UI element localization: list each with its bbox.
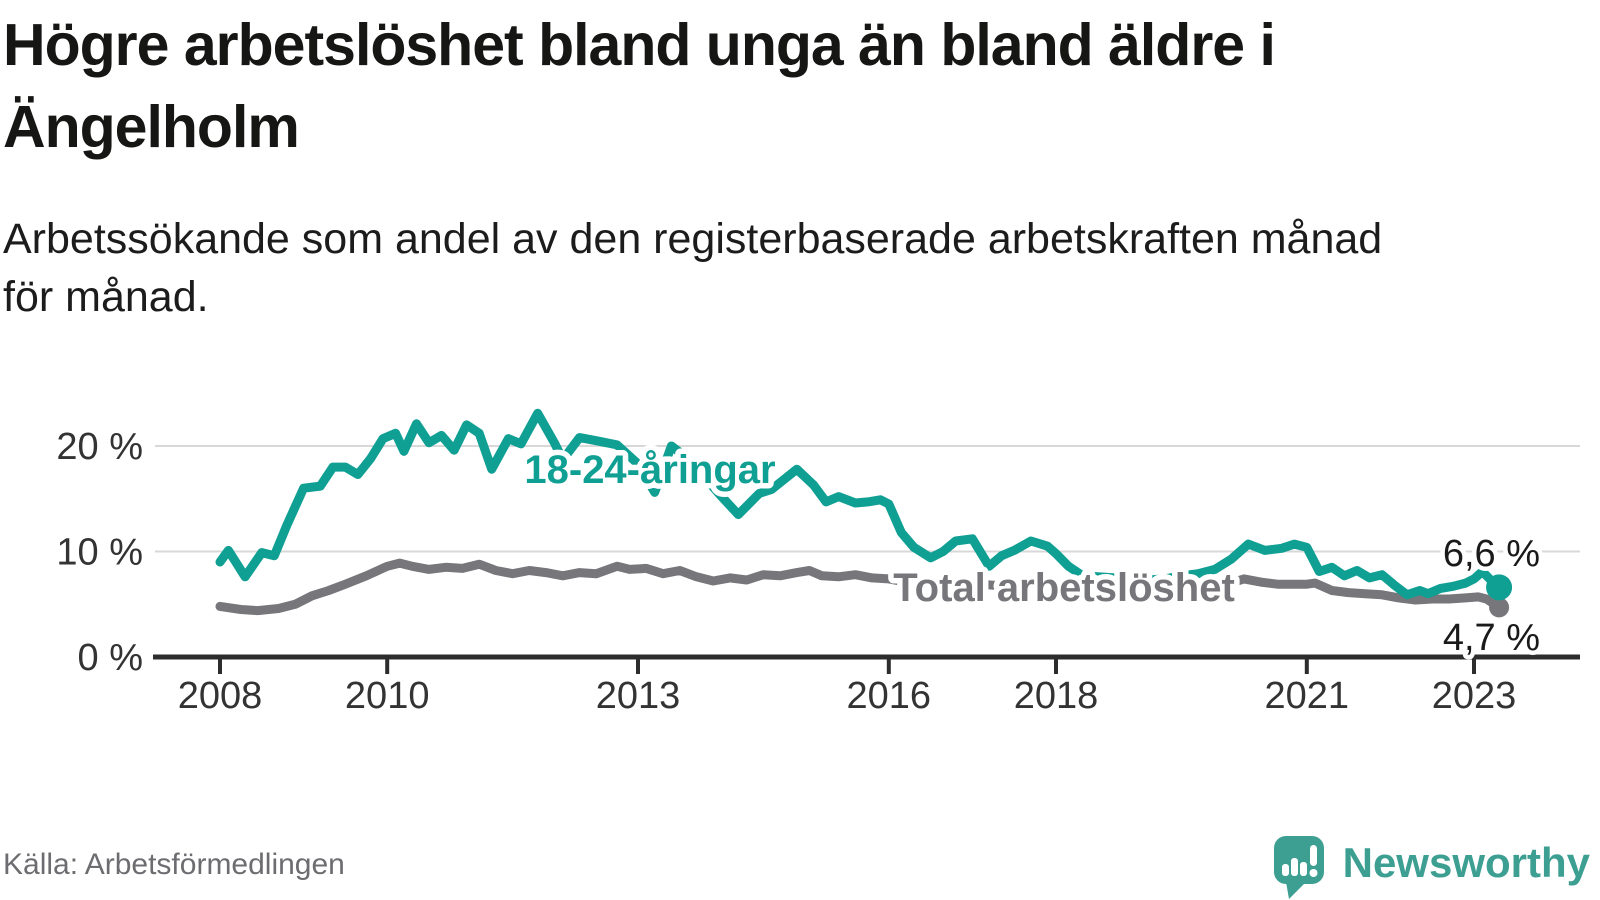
chart-subtitle: Arbetssökande som andel av den registerb…	[3, 210, 1597, 326]
total-series-end-cap	[1489, 597, 1510, 618]
x-axis-label-2013: 2013	[596, 675, 681, 717]
source-note: Källa: Arbetsförmedlingen	[3, 848, 345, 881]
x-axis-label-2016: 2016	[847, 675, 932, 717]
x-axis-label-2010: 2010	[345, 675, 430, 717]
x-axis-label-2018: 2018	[1014, 675, 1099, 717]
newsworthy-logo-text: Newsworthy	[1342, 839, 1590, 886]
y-axis-label-10: 10 %	[56, 532, 143, 574]
x-axis-label-2008: 2008	[178, 675, 263, 717]
total-series-label: Total arbetslöshet	[893, 566, 1235, 610]
series-line-youth	[215, 408, 1504, 600]
x-axis-label-2023: 2023	[1432, 675, 1517, 717]
y-axis-label-0: 0 %	[78, 637, 143, 679]
youth-end-value-label: 6,6 %	[1443, 533, 1540, 575]
newsworthy-speech-bubble-bar-chart-icon	[1273, 836, 1324, 899]
youth-series-end-dot	[1486, 574, 1513, 601]
y-axis-label-20: 20 %	[56, 426, 143, 468]
series-line-total	[215, 558, 1504, 616]
x-axis-label-2021: 2021	[1265, 675, 1350, 717]
page-title: Högre arbetslöshet bland unga än bland ä…	[3, 4, 1597, 168]
subtitle-line-2: för månad.	[3, 273, 209, 321]
subtitle-line-1: Arbetssökande som andel av den registerb…	[3, 215, 1383, 263]
title-line-2: Ängelholm	[3, 94, 300, 160]
total-end-value-label: 4,7 %	[1443, 617, 1540, 659]
youth-series-label: 18-24-åringar	[524, 448, 775, 492]
newsworthy-logo: Newsworthy	[1273, 826, 1590, 900]
title-line-1: Högre arbetslöshet bland unga än bland ä…	[3, 12, 1276, 78]
